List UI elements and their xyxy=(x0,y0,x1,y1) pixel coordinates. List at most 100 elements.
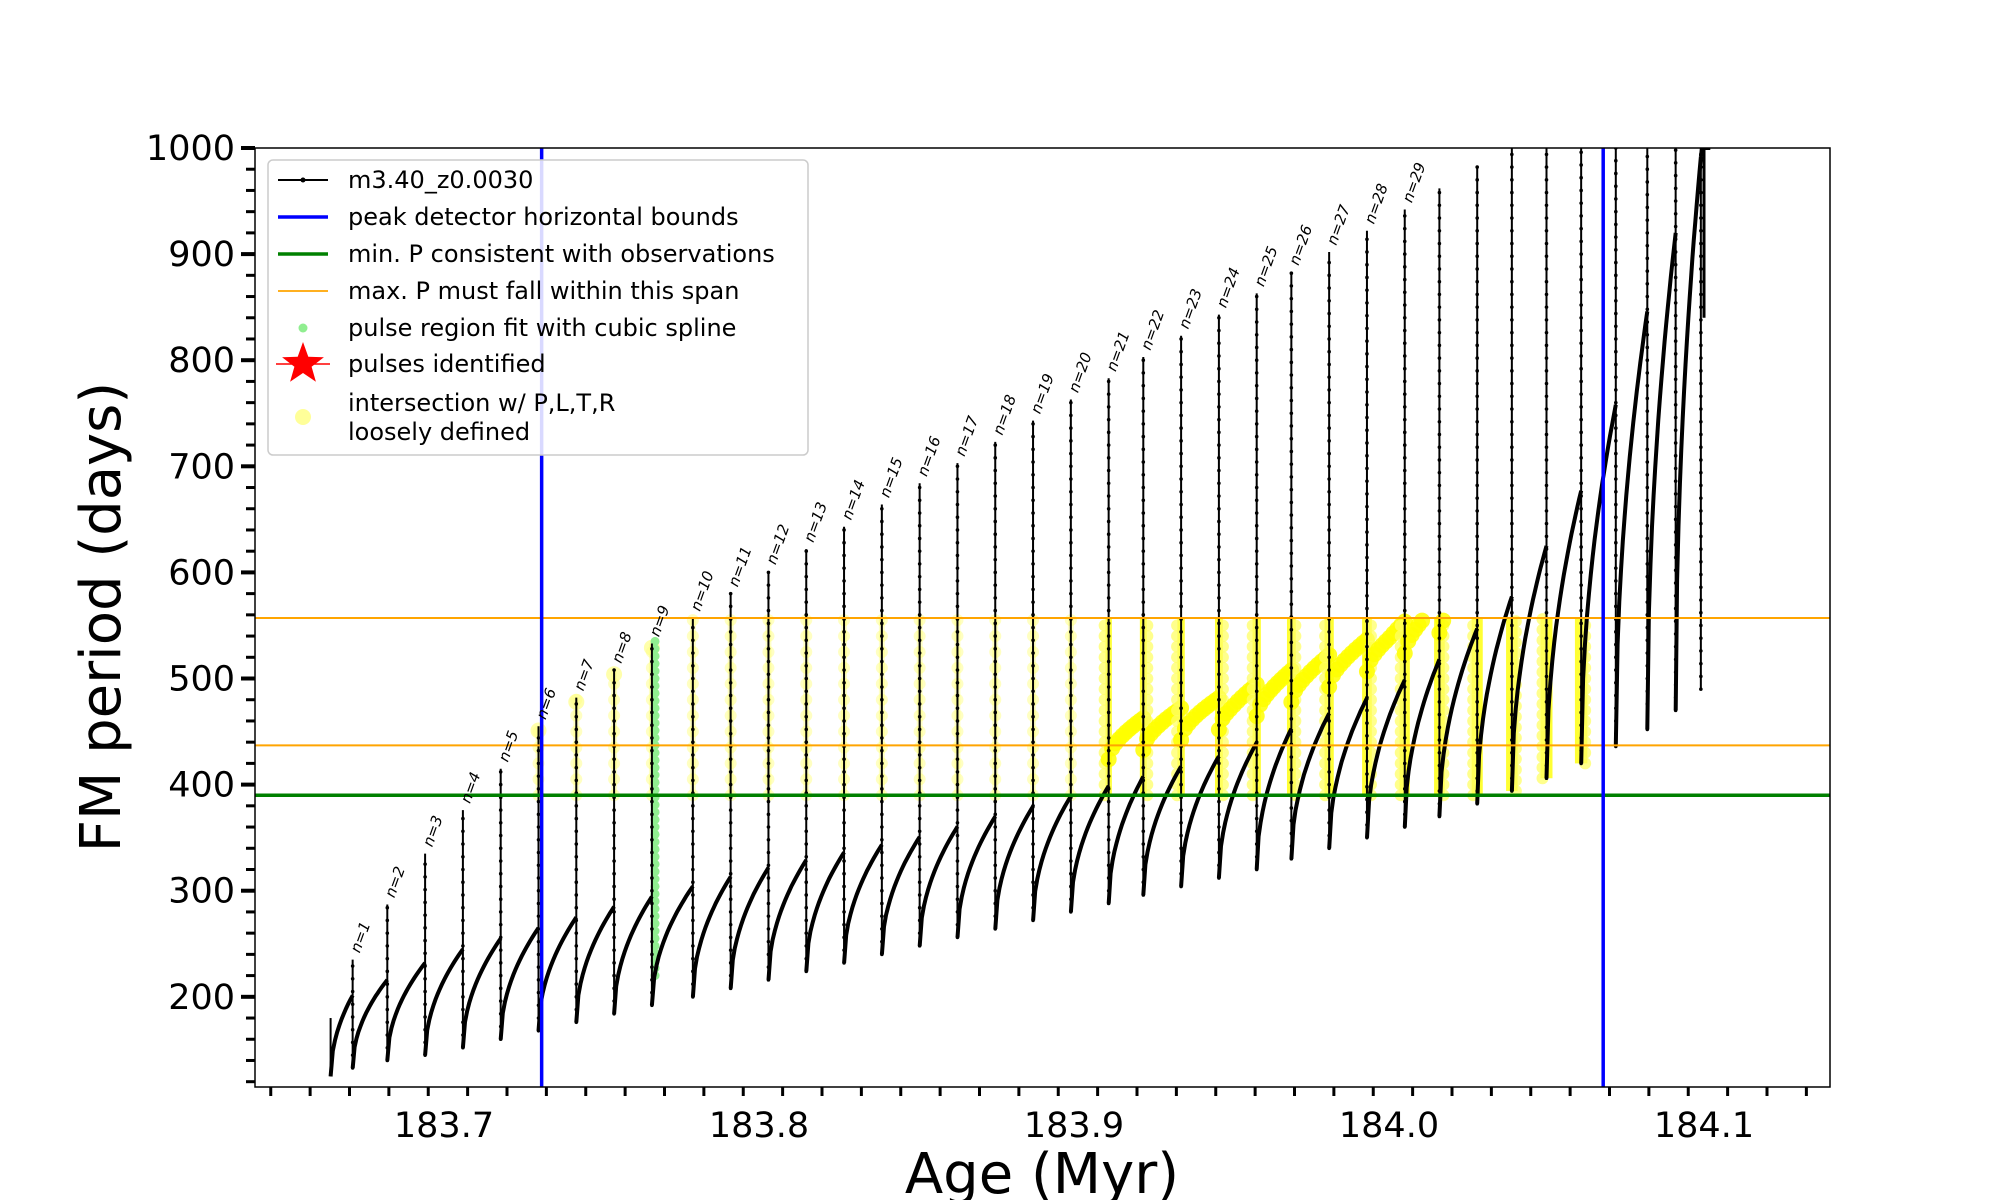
model-point xyxy=(1069,719,1073,723)
model-point xyxy=(1544,496,1549,500)
model-point xyxy=(1141,574,1146,579)
model-point xyxy=(1402,570,1407,575)
model-point xyxy=(1544,687,1549,691)
model-point xyxy=(1365,683,1369,687)
model-point xyxy=(1673,148,1678,152)
model-point xyxy=(1510,789,1514,793)
model-point xyxy=(1544,483,1549,488)
model-point xyxy=(691,740,695,744)
model-point xyxy=(766,850,771,855)
model-point xyxy=(1289,602,1294,607)
model-point xyxy=(728,821,733,825)
model-point xyxy=(955,502,960,507)
model-point xyxy=(574,804,579,808)
model-point xyxy=(1365,402,1369,407)
model-point xyxy=(993,443,998,447)
model-point xyxy=(350,1027,355,1032)
model-point xyxy=(1289,487,1294,492)
model-point xyxy=(1699,585,1703,590)
model-point xyxy=(1106,583,1111,587)
model-point xyxy=(766,876,771,880)
pulse-label: n=25 xyxy=(1251,244,1282,289)
model-point xyxy=(1217,557,1221,562)
model-point xyxy=(1510,419,1514,424)
model-point xyxy=(1327,286,1331,290)
model-point xyxy=(1699,636,1703,640)
model-point xyxy=(498,910,503,914)
model-point xyxy=(917,918,922,923)
model-point xyxy=(1614,540,1618,545)
model-point xyxy=(1544,661,1549,666)
pulse-label: n=6 xyxy=(532,686,560,722)
interpulse-curve xyxy=(612,895,654,1014)
model-point xyxy=(766,914,771,918)
model-point xyxy=(955,706,960,711)
model-point xyxy=(993,697,998,702)
model-point xyxy=(1327,579,1331,583)
model-point xyxy=(1579,328,1583,333)
model-point xyxy=(1544,572,1549,577)
model-point xyxy=(955,821,960,825)
model-point xyxy=(1699,267,1703,271)
model-point xyxy=(1289,398,1294,403)
model-point xyxy=(1031,498,1035,503)
model-point xyxy=(1579,621,1583,626)
model-point xyxy=(955,910,960,914)
model-point xyxy=(1614,375,1618,379)
model-point xyxy=(1031,893,1035,897)
model-point xyxy=(728,782,733,787)
model-point xyxy=(1673,161,1678,165)
model-point xyxy=(1179,833,1183,838)
pulse-label: n=12 xyxy=(762,522,793,567)
model-point xyxy=(1673,313,1678,318)
model-point xyxy=(1673,288,1678,292)
model-point xyxy=(1327,400,1331,405)
model-point xyxy=(917,804,922,808)
model-point xyxy=(1699,598,1703,602)
model-point xyxy=(1254,549,1259,553)
model-point xyxy=(1217,417,1221,422)
model-point xyxy=(880,863,884,868)
model-point xyxy=(385,1020,390,1025)
model-point xyxy=(1510,241,1514,246)
model-point xyxy=(536,736,541,740)
model-point xyxy=(1699,216,1703,220)
model-point xyxy=(804,574,809,579)
model-point xyxy=(423,951,427,956)
model-point xyxy=(423,1040,427,1045)
model-point xyxy=(1645,485,1650,490)
model-point xyxy=(574,778,579,783)
model-point xyxy=(650,939,654,944)
model-point xyxy=(1579,481,1583,486)
model-point xyxy=(1579,201,1583,205)
model-point xyxy=(842,910,846,914)
model-point xyxy=(955,579,960,583)
model-point xyxy=(574,1007,579,1012)
model-point xyxy=(498,935,503,940)
model-point xyxy=(1614,553,1618,558)
model-point xyxy=(1673,683,1678,687)
model-point xyxy=(1327,706,1331,711)
model-point xyxy=(1141,880,1146,885)
model-point xyxy=(1510,356,1514,360)
model-point xyxy=(1141,485,1146,490)
model-point xyxy=(1069,821,1073,825)
model-point xyxy=(766,799,771,804)
model-point xyxy=(1179,655,1183,660)
model-point xyxy=(993,812,998,817)
model-point xyxy=(993,494,998,498)
model-point xyxy=(880,634,884,638)
model-point xyxy=(1069,630,1073,634)
model-point xyxy=(1327,298,1331,303)
y-tick-label: 700 xyxy=(168,447,235,487)
model-point xyxy=(691,905,695,910)
model-point xyxy=(612,897,616,901)
model-point xyxy=(1402,303,1407,307)
model-point xyxy=(1579,672,1583,677)
model-point xyxy=(691,867,695,872)
model-point xyxy=(1614,349,1618,354)
model-point xyxy=(612,884,616,889)
model-point xyxy=(1217,366,1221,371)
model-point xyxy=(574,995,579,999)
model-point xyxy=(993,787,998,791)
